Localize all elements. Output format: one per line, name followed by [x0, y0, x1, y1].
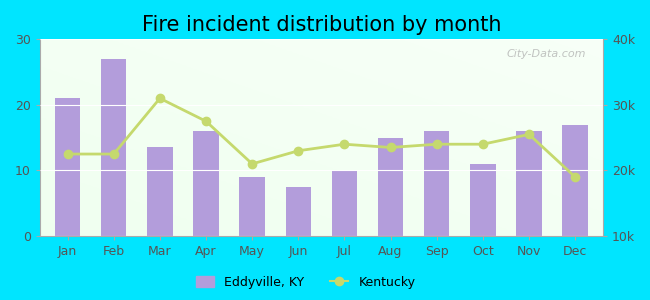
Bar: [470, 164, 495, 236]
Title: Fire incident distribution by month: Fire incident distribution by month: [142, 15, 501, 35]
Bar: [424, 131, 449, 236]
Bar: [285, 187, 311, 236]
Bar: [101, 59, 126, 236]
Bar: [332, 170, 357, 236]
Legend: Eddyville, KY, Kentucky: Eddyville, KY, Kentucky: [190, 271, 421, 294]
Bar: [516, 131, 541, 236]
Bar: [55, 98, 81, 236]
Bar: [147, 148, 172, 236]
Bar: [193, 131, 218, 236]
Bar: [562, 124, 588, 236]
Bar: [378, 138, 403, 236]
Bar: [239, 177, 265, 236]
Text: City-Data.com: City-Data.com: [506, 49, 586, 59]
